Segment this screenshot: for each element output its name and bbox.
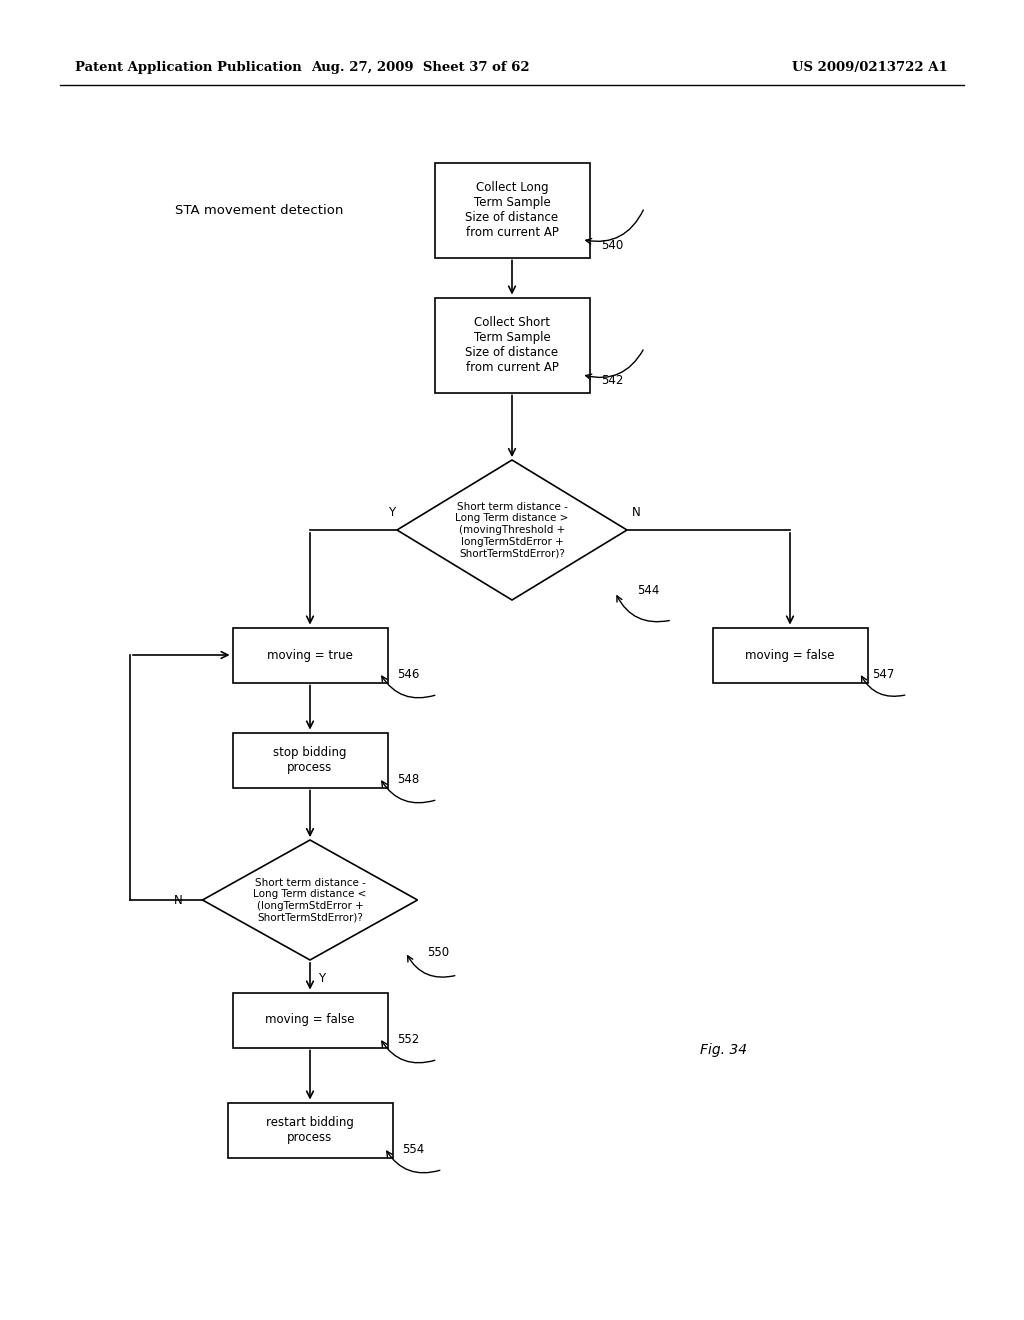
Text: Fig. 34: Fig. 34 (700, 1043, 748, 1057)
Text: 550: 550 (427, 945, 450, 958)
Text: STA movement detection: STA movement detection (175, 203, 343, 216)
Text: N: N (174, 894, 182, 907)
Bar (434, 162, 590, 257)
Text: Short term distance -
Long Term distance >
(movingThreshold +
longTermStdError +: Short term distance - Long Term distance… (456, 502, 568, 558)
Bar (232, 993, 387, 1048)
Bar (232, 733, 387, 788)
Text: Aug. 27, 2009  Sheet 37 of 62: Aug. 27, 2009 Sheet 37 of 62 (310, 62, 529, 74)
Bar (232, 627, 387, 682)
Bar (713, 627, 867, 682)
Text: 542: 542 (601, 374, 624, 387)
Polygon shape (203, 840, 418, 960)
Text: US 2009/0213722 A1: US 2009/0213722 A1 (793, 62, 948, 74)
Bar (434, 297, 590, 392)
Text: Short term distance -
Long Term distance <
(longTermStdError +
ShortTermStdError: Short term distance - Long Term distance… (253, 878, 367, 923)
Polygon shape (397, 459, 627, 601)
Text: Collect Short
Term Sample
Size of distance
from current AP: Collect Short Term Sample Size of distan… (466, 315, 558, 374)
Text: moving = true: moving = true (267, 648, 353, 661)
Text: moving = false: moving = false (745, 648, 835, 661)
Text: 547: 547 (872, 668, 895, 681)
Text: N: N (632, 506, 641, 519)
Text: 546: 546 (397, 668, 420, 681)
Text: Patent Application Publication: Patent Application Publication (75, 62, 302, 74)
Text: Y: Y (318, 972, 326, 985)
Text: 548: 548 (397, 774, 420, 785)
Text: Collect Long
Term Sample
Size of distance
from current AP: Collect Long Term Sample Size of distanc… (466, 181, 558, 239)
Text: 554: 554 (402, 1143, 425, 1156)
Bar (227, 1102, 392, 1158)
Text: 552: 552 (397, 1034, 420, 1045)
Text: stop bidding
process: stop bidding process (273, 746, 347, 774)
Text: moving = false: moving = false (265, 1014, 354, 1027)
Text: 540: 540 (601, 239, 624, 252)
Text: Y: Y (388, 506, 395, 519)
Text: 544: 544 (637, 583, 659, 597)
Text: restart bidding
process: restart bidding process (266, 1115, 354, 1144)
